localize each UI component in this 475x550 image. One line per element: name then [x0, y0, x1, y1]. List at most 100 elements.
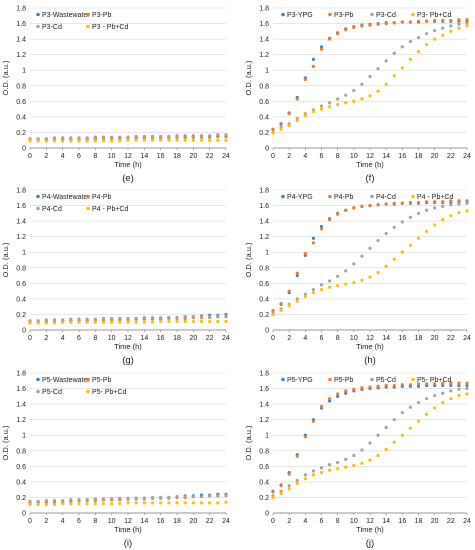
data-point [449, 24, 453, 28]
data-point [376, 433, 380, 437]
data-point [85, 502, 89, 506]
data-point [61, 502, 65, 506]
data-point [134, 496, 138, 500]
data-point [208, 319, 212, 324]
data-point [441, 204, 445, 208]
data-point [279, 491, 283, 496]
x-tick-label: 0 [28, 335, 32, 342]
data-point [408, 39, 413, 44]
x-tick-label: 8 [93, 153, 97, 160]
y-tick-label: 1.6 [259, 21, 269, 28]
data-point [52, 498, 57, 503]
data-point [295, 119, 299, 123]
data-point [142, 134, 146, 138]
chart-panel-g: 00.20.40.60.811.21.41.61.80 2 4 6 8 10 12 14 16 1… [1, 188, 230, 367]
y-tick-label: 1.6 [259, 386, 269, 393]
x-tick-label: 22 [447, 518, 455, 525]
data-point [449, 18, 453, 23]
x-tick-label: 12 [366, 518, 374, 525]
data-point [311, 291, 316, 295]
legend-entry: P4 - Pb+Cd [92, 206, 128, 213]
data-point [368, 74, 372, 79]
data-point [449, 389, 453, 393]
data-point [191, 138, 195, 142]
data-point [457, 387, 461, 391]
data-point [392, 201, 396, 205]
data-point [376, 22, 380, 26]
data-point [400, 220, 404, 224]
y-tick-label: 1.8 [16, 371, 26, 378]
data-point [175, 138, 179, 142]
x-tick-label: 6 [320, 518, 324, 525]
data-point [126, 138, 130, 142]
data-point [376, 270, 380, 275]
data-point [384, 202, 388, 206]
data-point [295, 116, 299, 121]
data-point [295, 273, 299, 278]
data-point [224, 500, 228, 504]
data-point [319, 224, 324, 229]
data-point [167, 319, 171, 324]
data-point [110, 320, 114, 324]
data-point [101, 320, 106, 324]
data-point [295, 299, 299, 303]
y-tick-label: 1.2 [16, 417, 26, 424]
data-point [126, 496, 130, 500]
data-point [400, 20, 404, 24]
data-point [28, 139, 32, 143]
x-tick-label: 14 [382, 335, 390, 342]
y-tick-label: 1.8 [16, 188, 26, 195]
panel-label: (i) [124, 538, 132, 549]
data-point [433, 406, 437, 410]
data-point [400, 201, 404, 205]
legend-marker [86, 389, 90, 394]
data-point [61, 498, 65, 503]
data-point [134, 138, 138, 142]
data-point [465, 24, 469, 28]
y-tick-label: 0.6 [259, 99, 269, 106]
data-point [303, 435, 307, 439]
data-point [118, 502, 122, 506]
data-point [199, 495, 204, 499]
y-tick-label: 0 [265, 146, 269, 153]
data-point [52, 139, 57, 143]
data-point [183, 315, 187, 319]
data-point [319, 287, 324, 292]
data-point [287, 123, 291, 128]
data-point [327, 399, 332, 403]
data-point [408, 57, 413, 61]
data-point [183, 138, 187, 142]
data-point [303, 292, 307, 296]
data-point [208, 138, 212, 142]
data-point [279, 123, 283, 127]
x-tick-label: 20 [189, 518, 197, 525]
data-point [36, 321, 40, 325]
y-tick-label: 1 [265, 250, 269, 257]
data-point [36, 499, 40, 503]
data-point [424, 382, 429, 386]
data-point [368, 275, 372, 279]
data-point [376, 203, 380, 207]
data-point [392, 418, 396, 422]
data-point [368, 23, 372, 27]
data-point [449, 29, 453, 33]
data-point [101, 497, 106, 501]
data-point [368, 246, 372, 250]
x-tick-label: 10 [350, 335, 358, 342]
data-point [191, 133, 195, 138]
data-point [424, 412, 429, 416]
x-tick-label: 0 [28, 518, 32, 525]
y-tick-label: 1 [22, 250, 26, 257]
data-point [303, 77, 307, 82]
data-point [392, 74, 396, 78]
data-point [457, 393, 461, 398]
data-point [311, 469, 316, 473]
data-point [360, 82, 364, 86]
data-point [303, 113, 307, 117]
data-point [44, 502, 48, 507]
y-axis-label: O.D. (a.u.) [1, 425, 10, 461]
data-point [336, 32, 340, 36]
x-tick-label: 8 [336, 518, 340, 525]
data-point [271, 308, 275, 313]
y-axis-label: O.D. (a.u.) [1, 242, 10, 278]
